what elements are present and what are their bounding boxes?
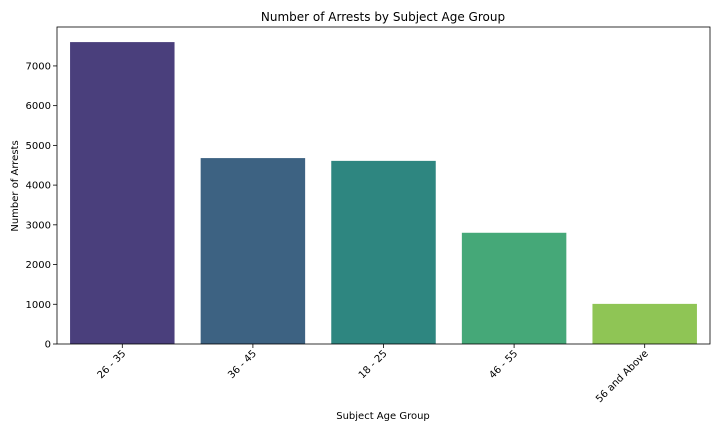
y-tick-label-3: 3000 bbox=[26, 220, 51, 231]
y-tick-label-6: 6000 bbox=[26, 101, 51, 112]
bar-2 bbox=[331, 160, 436, 344]
x-axis-ticks: 26 - 35 36 - 45 18 - 25 46 - 55 56 and Above bbox=[96, 344, 651, 405]
y-tick-label-4: 4000 bbox=[26, 181, 51, 192]
y-tick-label-2: 2000 bbox=[26, 260, 51, 271]
bar-4 bbox=[592, 303, 697, 344]
bar-3 bbox=[461, 232, 567, 344]
y-tick-label-1: 1000 bbox=[26, 300, 51, 311]
plot-frame bbox=[56, 26, 711, 345]
bars-group bbox=[70, 42, 697, 344]
bar-0 bbox=[70, 42, 175, 344]
y-tick-label-5: 5000 bbox=[26, 141, 51, 152]
bar-1 bbox=[200, 158, 306, 344]
x-tick-label-0: 26 - 35 bbox=[96, 348, 129, 381]
y-tick-label-7: 7000 bbox=[26, 61, 51, 72]
x-tick-label-4: 56 and Above bbox=[594, 348, 651, 405]
plot-area: 0 1000 2000 3000 4000 5000 6000 7000 26 - 35 36 … bbox=[26, 26, 711, 405]
y-axis-label: Number of Arrests bbox=[10, 140, 21, 231]
chart-title: Number of Arrests by Subject Age Group bbox=[261, 10, 505, 24]
x-tick-label-2: 18 - 25 bbox=[357, 348, 390, 381]
x-tick-label-3: 46 - 55 bbox=[487, 348, 520, 381]
x-axis-label: Subject Age Group bbox=[336, 411, 430, 422]
y-axis-ticks: 0 1000 2000 3000 4000 5000 6000 7000 bbox=[26, 61, 57, 351]
x-tick-label-1: 36 - 45 bbox=[226, 348, 259, 381]
y-tick-label-0: 0 bbox=[45, 340, 51, 351]
